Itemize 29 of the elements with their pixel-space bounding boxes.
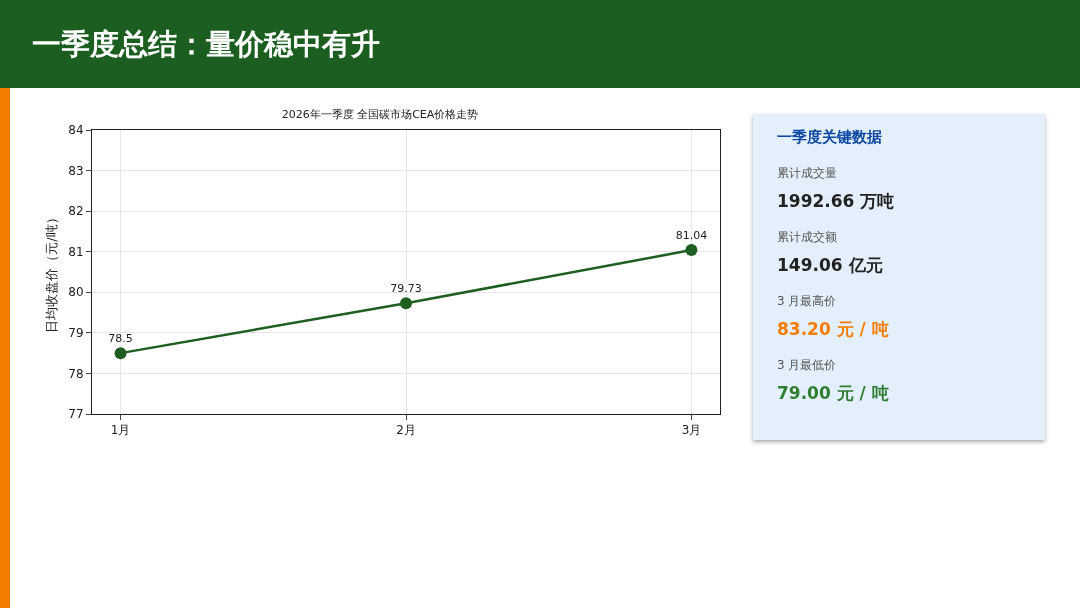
text: 一季度关键数据 (777, 128, 883, 147)
x-tick-label: 3月 (681, 423, 702, 438)
text: 3 月最低价 (777, 357, 838, 374)
chart-title: 一季度总结：量价稳中有升 (0, 0, 1080, 88)
text: 累计成交量 (777, 165, 838, 182)
y-tick-label: 81 (68, 244, 84, 259)
y-tick-label: 78 (68, 366, 84, 381)
y-tick-label: 79 (68, 326, 84, 341)
text: 1992.66 万吨 (777, 190, 896, 213)
y-tick-label: 83 (68, 163, 84, 178)
text: 83.20 元 / 吨 (777, 318, 890, 341)
text: 3 月最高价 (777, 293, 838, 310)
point (114, 347, 127, 360)
y-tick-label: 80 (68, 285, 84, 300)
point (685, 244, 698, 257)
data-label: 78.5 (108, 331, 133, 345)
x-tick-label: 2月 (396, 423, 416, 438)
point (400, 297, 412, 310)
text: 149.06 亿元 (777, 254, 884, 277)
text: 累计成交额 (777, 229, 838, 246)
y-tick-label: 84 (68, 123, 84, 138)
y-axis-title: 日均收盘价（元/吨） (44, 211, 59, 333)
y-tick-label: 77 (68, 407, 84, 422)
data-label: 81.04 (675, 228, 708, 242)
data-label: 79.73 (390, 281, 422, 295)
x-tick-label: 1月 (110, 423, 131, 438)
y-tick-label: 82 (68, 204, 84, 219)
chart-subtitle: 2026年一季度 全国碳市场CEA价格走势 (281, 107, 479, 121)
text: 79.00 元 / 吨 (777, 382, 890, 405)
